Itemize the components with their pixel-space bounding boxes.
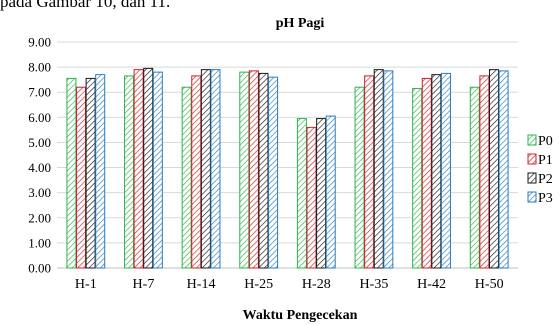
bar-p1-h-14 [192, 76, 201, 268]
bar-p2-h-35 [374, 70, 383, 268]
legend-label-p1: P1 [538, 153, 553, 168]
bar-p2-h-7 [144, 68, 153, 268]
bar-p0-h-50 [470, 87, 479, 268]
legend-swatch-p0 [528, 135, 536, 145]
legend-swatch-p2 [528, 173, 536, 183]
bar-p3-h-50 [499, 71, 508, 268]
y-tick-label: 0.00 [28, 261, 51, 276]
x-tick-label: H-7 [133, 277, 155, 292]
bar-p2-h-42 [432, 75, 441, 268]
bar-p1-h-50 [480, 76, 489, 268]
x-tick-label: H-14 [187, 277, 216, 292]
y-tick-label: 5.00 [28, 135, 51, 150]
bar-p2-h-1 [86, 78, 95, 268]
bar-p0-h-14 [182, 87, 191, 268]
bar-p3-h-14 [211, 70, 220, 268]
legend: P0 P1 P2 P3 [528, 134, 553, 206]
bar-p1-h-28 [307, 127, 316, 268]
x-axis-tick-labels: H-1 H-7 H-14 H-25 H-28 H-35 H-42 H-50 [75, 277, 504, 292]
y-tick-label: 8.00 [28, 60, 51, 75]
x-tick-label: H-28 [302, 277, 331, 292]
bar-p1-h-1 [77, 87, 86, 268]
bar-p3-h-7 [153, 72, 162, 268]
bars [67, 68, 508, 268]
bar-p2-h-50 [489, 70, 498, 268]
bar-p0-h-7 [125, 76, 134, 268]
y-tick-label: 9.00 [28, 35, 51, 50]
bar-p0-h-28 [297, 119, 306, 268]
bar-p2-h-28 [317, 119, 326, 268]
chart-title: pH Pagi [276, 16, 325, 31]
y-tick-label: 4.00 [28, 160, 51, 175]
bar-p2-h-25 [259, 73, 268, 268]
y-tick-label: 7.00 [28, 85, 51, 100]
y-axis-tick-labels: 0.00 1.00 2.00 3.00 4.00 5.00 6.00 7.00 8.00 9.00 [28, 35, 51, 276]
x-axis-title: Waktu Pengecekan [243, 308, 358, 323]
bar-p0-h-35 [355, 87, 364, 268]
bar-p0-h-1 [67, 78, 76, 268]
legend-label-p0: P0 [538, 134, 553, 149]
y-tick-label: 6.00 [28, 110, 51, 125]
x-tick-label: H-1 [75, 277, 97, 292]
bar-p3-h-1 [96, 75, 105, 268]
legend-label-p3: P3 [538, 191, 553, 206]
bar-p3-h-25 [269, 77, 278, 268]
x-tick-label: H-42 [417, 277, 446, 292]
legend-swatch-p1 [528, 154, 536, 164]
bar-p1-h-35 [365, 76, 374, 268]
x-tick-label: H-25 [244, 277, 273, 292]
bar-p1-h-42 [422, 78, 431, 268]
bar-p3-h-35 [384, 71, 393, 268]
bar-p0-h-25 [240, 72, 249, 268]
x-tick-label: H-35 [360, 277, 389, 292]
bar-p1-h-25 [249, 71, 258, 268]
y-tick-label: 3.00 [28, 185, 51, 200]
bar-p2-h-14 [201, 70, 210, 268]
bar-p3-h-42 [441, 73, 450, 268]
legend-label-p2: P2 [538, 172, 553, 187]
bar-p3-h-28 [326, 116, 335, 268]
bar-p0-h-42 [413, 88, 422, 268]
y-tick-label: 1.00 [28, 235, 51, 250]
bar-p1-h-7 [134, 70, 143, 268]
legend-swatch-p3 [528, 192, 536, 202]
y-tick-label: 2.00 [28, 210, 51, 225]
x-tick-label: H-50 [475, 277, 504, 292]
